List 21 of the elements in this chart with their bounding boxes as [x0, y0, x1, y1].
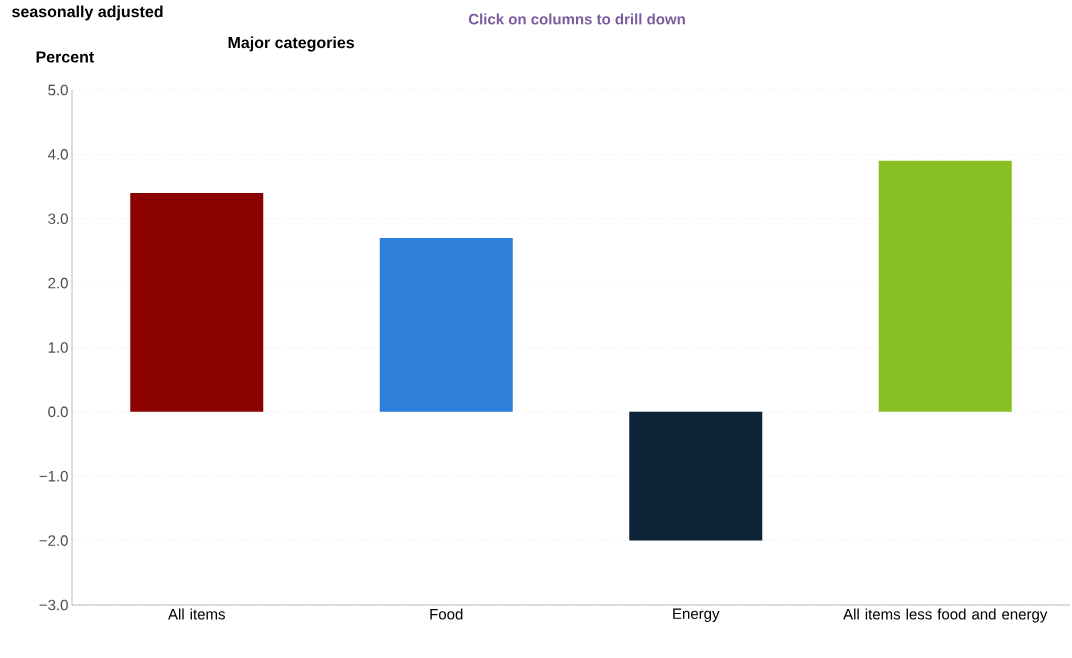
y-axis-title: Percent	[36, 51, 95, 63]
x-tick-label: All items	[168, 608, 225, 620]
bar	[130, 193, 264, 412]
x-tick-label: Energy	[673, 608, 720, 622]
text: Click on columns to drill down	[468, 13, 685, 25]
x-tick-label: Food	[430, 608, 463, 620]
y-tick-label: 4.0	[47, 149, 68, 160]
bar	[379, 238, 513, 412]
y-tick-label: −3.0	[39, 599, 68, 611]
y-tick-label: 2.0	[48, 277, 68, 289]
chart-subtitle: Major categories	[228, 36, 355, 52]
x-tick-label: All items less food and energy	[843, 608, 1048, 623]
y-tick-label: −2.0	[39, 535, 68, 546]
bar	[629, 411, 763, 541]
chart-title: seasonally adjusted	[12, 5, 163, 21]
y-tick-label: 5.0	[48, 84, 68, 96]
y-tick-label: 1.0	[48, 342, 68, 353]
y-tick-label: 0.0	[48, 406, 68, 418]
bar	[878, 160, 1012, 412]
y-tick-label: −1.0	[39, 470, 68, 482]
y-tick-label: 3.0	[48, 213, 68, 225]
